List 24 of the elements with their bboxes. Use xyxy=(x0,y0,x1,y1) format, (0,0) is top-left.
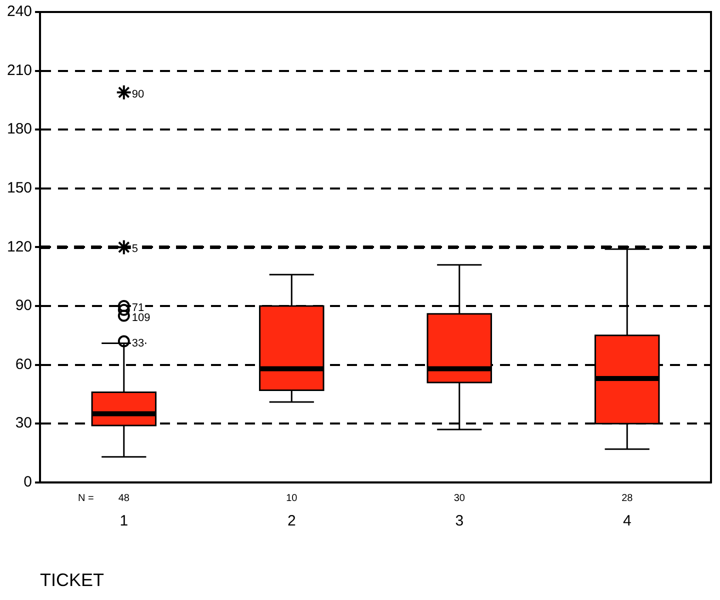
x-tick-label: 4 xyxy=(622,512,632,530)
x-tick-label: 1 xyxy=(120,512,128,530)
text: 10 xyxy=(286,493,298,504)
text: 28 xyxy=(622,493,634,504)
annotation: 109 xyxy=(132,312,150,324)
text: 30 xyxy=(454,493,466,504)
y-tick-label: 240 xyxy=(6,3,32,20)
y-tick-label: 0 xyxy=(24,474,32,491)
y-tick-label: 30 xyxy=(15,414,32,432)
x-axis-title: TICKET xyxy=(40,570,104,590)
text: N = xyxy=(78,493,94,504)
annotation: 33 xyxy=(132,337,144,350)
x-tick-label: 3 xyxy=(455,512,464,530)
annotation: 5 xyxy=(132,243,138,256)
y-tick-label: 150 xyxy=(6,180,32,197)
annotation: 71 xyxy=(132,302,144,314)
y-tick-label: 90 xyxy=(15,297,32,314)
y-tick-label: 60 xyxy=(15,356,32,373)
y-tick-label: 180 xyxy=(6,120,32,138)
y-tick-label: 120 xyxy=(6,238,32,256)
x-tick-label: 2 xyxy=(287,512,296,530)
annotation: 90 xyxy=(132,88,144,100)
y-tick-label: 210 xyxy=(6,62,32,79)
text: 48 xyxy=(118,493,130,504)
